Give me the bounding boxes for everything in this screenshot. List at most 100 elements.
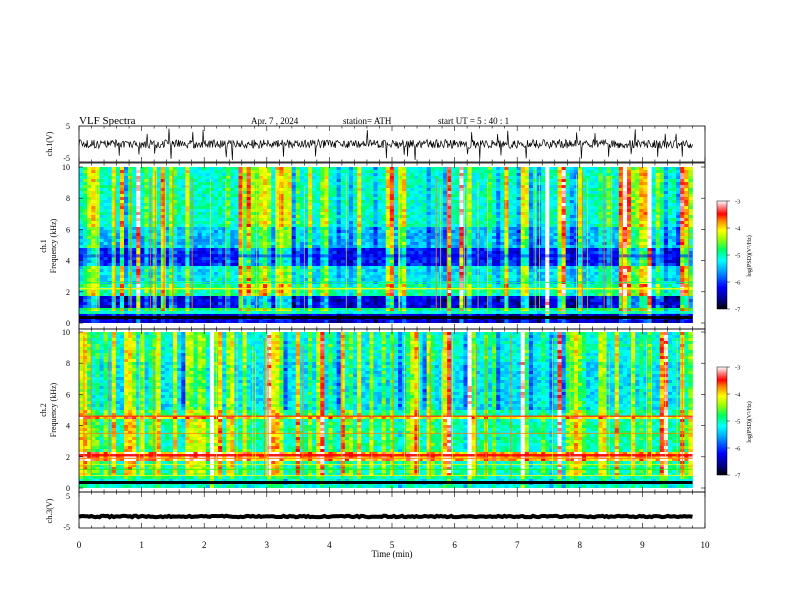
spectrogram-cell xyxy=(258,263,264,267)
spectrogram-cell xyxy=(573,260,579,264)
spectrogram-cell xyxy=(385,263,391,267)
spectrogram-cell xyxy=(479,185,485,189)
spectrogram-cell xyxy=(631,167,636,171)
spectrogram-cell xyxy=(136,167,141,171)
spectrogram-cell xyxy=(95,224,100,228)
spectrogram-cell xyxy=(389,218,395,222)
spectrogram-cell xyxy=(107,185,113,189)
spectrogram-cell xyxy=(573,200,579,204)
spectrogram-cell xyxy=(218,182,223,186)
spectrogram-cell xyxy=(303,200,309,204)
spectrogram-cell xyxy=(659,227,665,231)
spectrogram-cell xyxy=(156,188,162,192)
spectrogram-cell xyxy=(590,242,595,246)
spectrogram-cell xyxy=(663,218,669,222)
spectrogram-cell xyxy=(348,257,354,261)
spectrogram-cell xyxy=(614,173,620,177)
spectrogram-cell xyxy=(492,203,497,207)
spectrogram-cell xyxy=(528,188,534,192)
spectrogram-cell xyxy=(381,167,387,171)
spectrogram-cell xyxy=(303,212,309,216)
spectrogram-cell xyxy=(434,215,440,219)
spectrogram-cell xyxy=(573,242,579,246)
spectrogram-cell xyxy=(107,176,113,180)
spectrogram-cell xyxy=(332,170,338,174)
spectrogram-cell xyxy=(451,242,456,246)
spectrogram-cell xyxy=(254,233,260,237)
spectrogram-cell xyxy=(389,242,395,246)
spectrogram-cell xyxy=(594,248,599,252)
spectrogram-cell xyxy=(672,176,677,180)
spectrogram-cell xyxy=(651,221,657,225)
spectrogram-cell xyxy=(156,230,162,234)
spectrogram-cell xyxy=(340,191,346,195)
spectrogram-cell xyxy=(680,179,685,183)
spectrogram-cell xyxy=(246,239,252,243)
spectrogram-cell xyxy=(492,188,497,192)
spectrogram-cell xyxy=(528,239,534,243)
spectrogram-cell xyxy=(209,200,215,204)
spectrogram-cell xyxy=(598,167,603,171)
spectrogram-cell xyxy=(406,239,411,243)
spectrogram-cell xyxy=(283,167,288,171)
spectrogram-cell xyxy=(627,206,632,210)
spectrogram-cell xyxy=(185,248,190,252)
spectrogram-cell xyxy=(107,167,113,171)
spectrogram-cell xyxy=(422,170,428,174)
spectrogram-cell xyxy=(561,203,567,207)
spectrogram-cell xyxy=(369,170,374,174)
spectrogram-cell xyxy=(177,239,182,243)
spectrogram-cell xyxy=(234,170,239,174)
spectrogram-cell xyxy=(406,188,411,192)
spectrogram-cell xyxy=(471,221,477,225)
spectrogram-cell xyxy=(487,206,493,210)
spectrogram-cell xyxy=(140,215,145,219)
spectrogram-cell xyxy=(263,263,268,267)
spectrogram-cell xyxy=(610,200,616,204)
spectrogram-cell xyxy=(643,212,648,216)
spectrogram-cell xyxy=(234,263,239,267)
spectrogram-cell xyxy=(193,191,199,195)
spectrogram-cell xyxy=(201,263,207,267)
spectrogram-cell xyxy=(549,182,554,186)
spectrogram-cell xyxy=(647,257,652,261)
spectrogram-cell xyxy=(406,233,411,237)
spectrogram-cell xyxy=(222,203,227,207)
spectrogram-cell xyxy=(238,167,243,171)
spectrogram-cell xyxy=(312,236,317,240)
spectrogram-cell xyxy=(663,245,669,249)
spectrogram-cell xyxy=(287,242,293,246)
spectrogram-cell xyxy=(647,191,652,195)
spectrogram-cell xyxy=(651,191,657,195)
spectrogram-cell xyxy=(528,176,534,180)
spectrogram-cell xyxy=(263,233,268,237)
spectrogram-cell xyxy=(667,200,673,204)
spectrogram-cell xyxy=(242,182,248,186)
spectrogram-cell xyxy=(504,251,509,255)
spectrogram-cell xyxy=(520,209,526,213)
spectrogram-cell xyxy=(594,185,599,189)
spectrogram-cell xyxy=(557,185,562,189)
spectrogram-cell xyxy=(324,176,329,180)
spectrogram-cell xyxy=(181,257,186,261)
spectrogram-cell xyxy=(144,200,149,204)
spectrogram-cell xyxy=(197,251,203,255)
spectrogram-cell xyxy=(357,206,362,210)
spectrogram-cell xyxy=(557,191,562,195)
spectrogram-cell xyxy=(119,212,125,216)
spectrogram-cell xyxy=(483,191,489,195)
spectrogram-cell xyxy=(83,209,88,213)
spectrogram-cell xyxy=(132,197,137,201)
spectrogram-cell xyxy=(614,212,620,216)
spectrogram-cell xyxy=(381,185,387,189)
spectrogram-cell xyxy=(524,167,530,171)
spectrogram-cell xyxy=(582,185,587,189)
spectrogram-cell xyxy=(95,260,100,264)
spectrogram-cell xyxy=(103,251,109,255)
spectrogram-cell xyxy=(246,260,252,264)
spectrogram-cell xyxy=(324,224,329,228)
spectrogram-cell xyxy=(414,233,419,237)
spectrogram-cell xyxy=(418,257,423,261)
spectrogram-cell xyxy=(295,218,301,222)
spectrogram-cell xyxy=(393,263,399,267)
